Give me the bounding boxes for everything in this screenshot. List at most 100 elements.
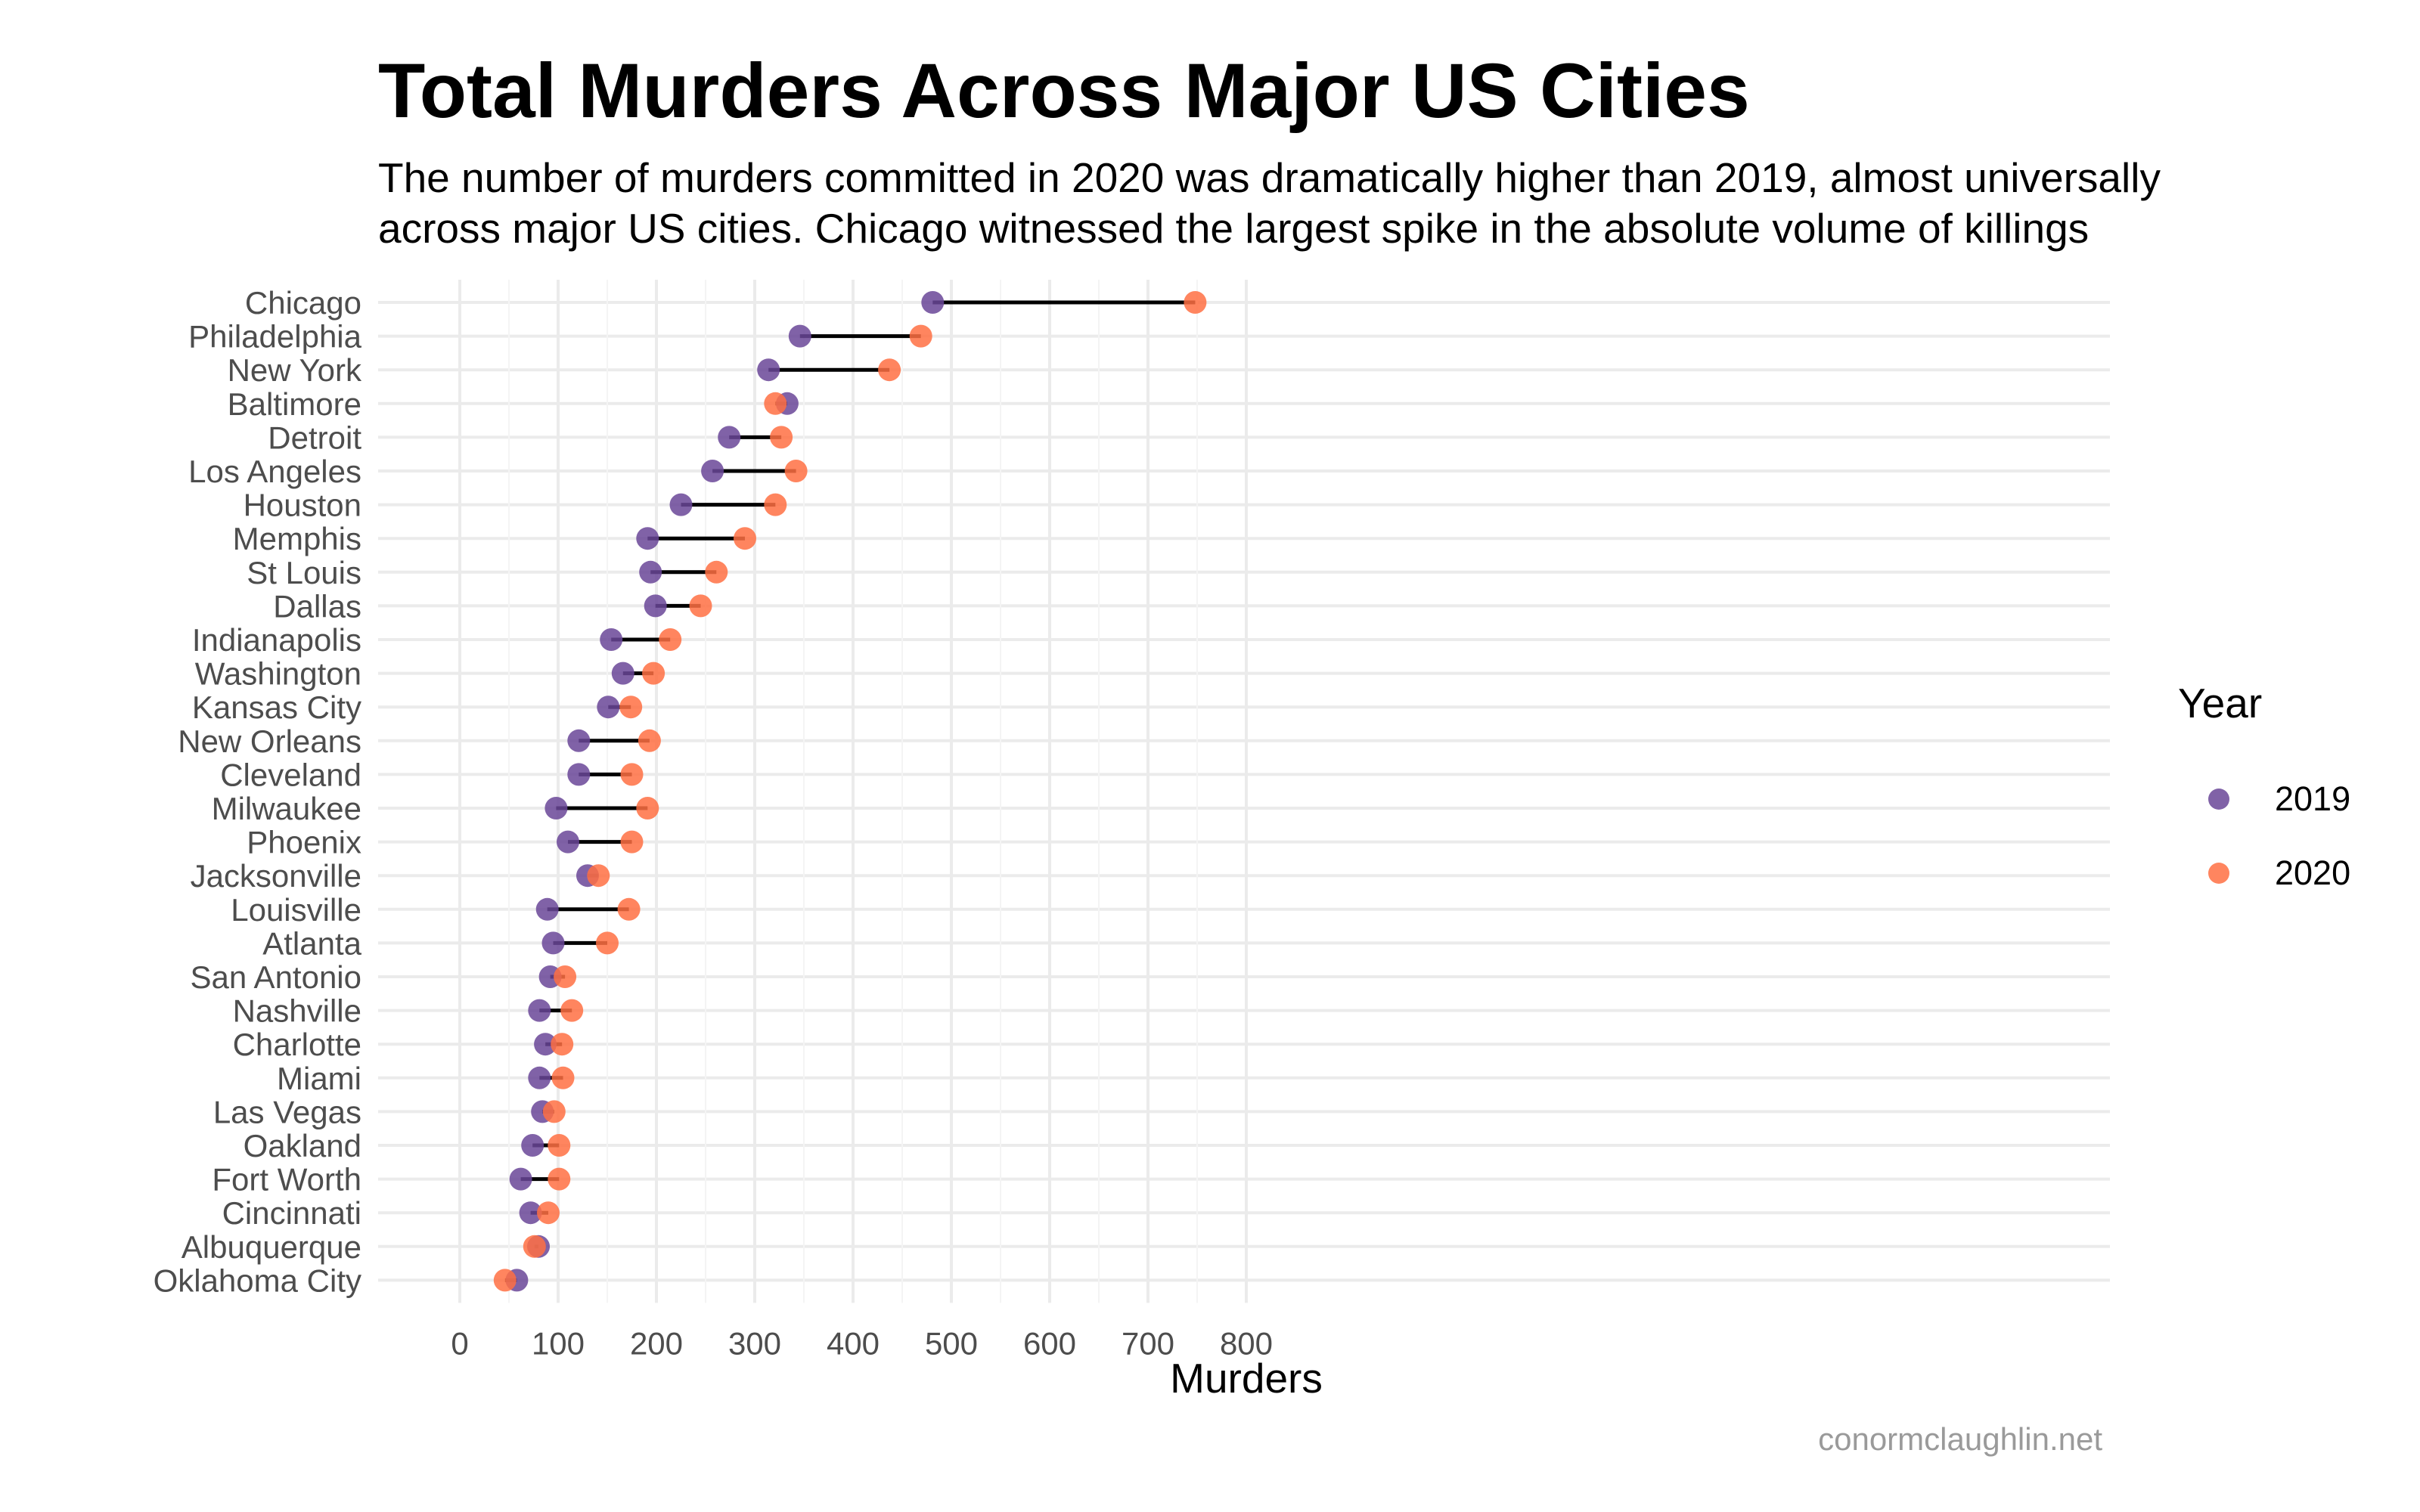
point-2019 [567, 763, 591, 786]
point-2020 [620, 763, 644, 786]
point-2020 [659, 628, 682, 651]
point-2020 [734, 527, 756, 550]
y-category-label: Detroit [268, 420, 361, 455]
legend-label-2020: 2020 [2275, 854, 2351, 892]
y-category-label: Memphis [233, 521, 361, 556]
point-2019 [636, 527, 659, 550]
point-2020 [770, 426, 793, 449]
y-category-label: Baltimore [228, 386, 361, 422]
y-category-label: Albuquerque [182, 1229, 361, 1265]
y-category-label: Cincinnati [222, 1195, 361, 1231]
point-2019 [597, 696, 620, 719]
y-category-label: Oakland [244, 1128, 361, 1163]
point-2020 [587, 864, 610, 888]
y-category-label: San Antonio [190, 959, 361, 995]
y-category-label: Cleveland [220, 757, 361, 792]
point-2019 [541, 931, 565, 955]
point-2019 [535, 897, 559, 921]
y-category-label: Milwaukee [212, 791, 361, 826]
y-category-label: Dallas [273, 588, 361, 624]
point-2020 [638, 729, 661, 752]
point-2020 [878, 358, 901, 382]
point-2020 [764, 493, 787, 516]
y-category-label: Fort Worth [212, 1162, 361, 1198]
point-2019 [521, 1134, 544, 1157]
y-category-label: Miami [277, 1061, 361, 1096]
y-category-label: Indianapolis [192, 622, 361, 658]
legend-swatch-2020 [2208, 863, 2229, 884]
y-category-label: Houston [244, 488, 361, 523]
point-2020 [642, 662, 666, 685]
point-2020 [560, 999, 584, 1022]
y-category-label: Atlanta [262, 925, 361, 961]
point-2020 [493, 1269, 517, 1292]
point-2020 [523, 1235, 546, 1258]
y-category-label: Washington [195, 656, 361, 692]
point-2019 [639, 560, 662, 584]
point-2020 [619, 696, 643, 719]
legend-item-2019: 2019 [2178, 762, 2350, 836]
point-2020 [596, 931, 619, 955]
x-tick-label: 300 [728, 1325, 781, 1361]
point-2020 [542, 1100, 566, 1123]
y-category-label: Charlotte [233, 1027, 361, 1062]
legend-item-2020: 2020 [2178, 836, 2350, 910]
subtitle-line-2: across major US cities. Chicago witnesse… [378, 205, 2090, 252]
x-tick-label: 600 [1023, 1325, 1076, 1361]
point-2020 [784, 460, 808, 482]
point-2019 [509, 1167, 532, 1191]
x-tick-label: 700 [1122, 1325, 1174, 1361]
point-2020 [1184, 291, 1207, 314]
point-2019 [534, 1033, 557, 1056]
point-2020 [689, 594, 712, 618]
x-tick-label: 200 [630, 1325, 683, 1361]
point-2020 [554, 965, 577, 988]
y-category-label: Philadelphia [188, 319, 361, 355]
data-points [493, 291, 1207, 1292]
x-tick-label: 0 [451, 1325, 468, 1361]
point-2020 [537, 1201, 560, 1225]
grid-lines [378, 280, 2110, 1303]
point-2019 [669, 493, 693, 516]
point-2019 [528, 999, 551, 1022]
y-category-label: Phoenix [247, 825, 361, 860]
point-2019 [921, 291, 945, 314]
point-2019 [557, 830, 579, 854]
point-2019 [567, 729, 591, 752]
point-2020 [636, 797, 659, 820]
y-category-label: Nashville [233, 993, 361, 1029]
y-category-label: St Louis [247, 555, 361, 590]
point-2020 [617, 897, 641, 921]
x-axis-tick-labels: 0 100 200 300 400 500 600 700 800 [451, 1325, 1273, 1361]
dumbbell-segments [504, 300, 1196, 1282]
y-category-label: Oklahoma City [154, 1263, 361, 1298]
x-tick-label: 800 [1220, 1325, 1273, 1361]
point-2020 [548, 1134, 571, 1157]
point-2019 [701, 460, 724, 482]
y-category-label: New Orleans [178, 723, 361, 759]
subtitle-line-1: The number of murders committed in 2020 … [378, 154, 2161, 201]
y-category-label: Kansas City [192, 689, 361, 725]
point-2020 [620, 830, 644, 854]
point-2020 [909, 324, 932, 348]
legend-title: Year [2178, 680, 2263, 727]
y-category-label: Las Vegas [213, 1094, 361, 1129]
point-2019 [788, 324, 811, 348]
x-tick-label: 500 [925, 1325, 978, 1361]
point-2019 [544, 797, 568, 820]
y-category-label: Chicago [245, 285, 361, 321]
point-2019 [528, 1066, 551, 1089]
legend-label-2019: 2019 [2275, 779, 2351, 818]
x-tick-label: 400 [827, 1325, 880, 1361]
chart-subtitle: The number of murders committed in 2020 … [378, 153, 2405, 254]
point-2019 [644, 594, 667, 618]
point-2019 [611, 662, 634, 685]
point-2020 [705, 560, 728, 584]
x-axis-title: Murders [1170, 1355, 1323, 1402]
legend-swatch-2019 [2208, 789, 2229, 810]
point-2020 [551, 1066, 575, 1089]
point-2020 [548, 1167, 571, 1191]
x-tick-label: 100 [532, 1325, 585, 1361]
point-2019 [519, 1201, 542, 1225]
